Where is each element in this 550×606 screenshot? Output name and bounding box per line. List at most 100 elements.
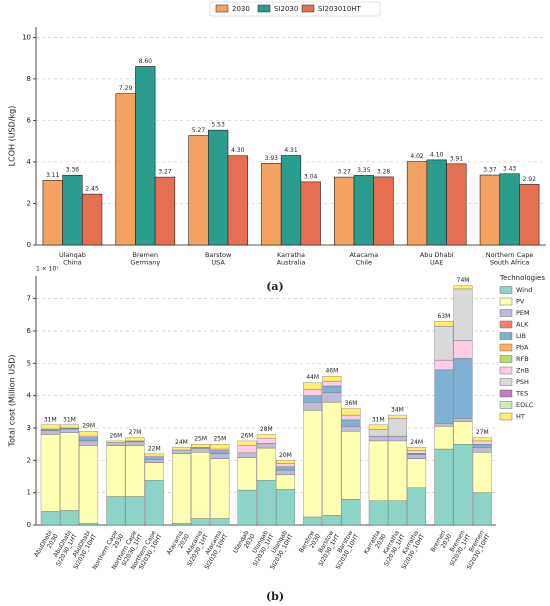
value-label: 3.27	[158, 169, 172, 176]
total-label: 24M	[410, 439, 423, 446]
bar	[334, 176, 355, 246]
y-tick-label: 8	[27, 75, 31, 83]
legend-frame	[209, 1, 381, 17]
bar-segment	[237, 445, 257, 454]
legend-label: SI2030	[274, 5, 298, 13]
legend-label: Wind	[516, 286, 532, 294]
bar-segment	[125, 437, 145, 442]
bar-segment	[388, 435, 407, 442]
total-label: 31M	[44, 416, 57, 423]
value-label: 3.36	[66, 167, 80, 174]
bar-segment	[341, 426, 361, 432]
legend-swatch	[499, 389, 513, 398]
value-label: 4.31	[284, 147, 298, 154]
bar-segment	[237, 440, 257, 446]
bar	[280, 155, 302, 246]
bar	[406, 161, 428, 246]
bar-segment	[388, 500, 407, 526]
total-label: 44M	[306, 374, 319, 381]
bar-segment	[172, 449, 191, 455]
legend-swatch	[499, 343, 513, 352]
y-tick-label: 0	[27, 521, 31, 529]
y-tick-label: 7	[27, 295, 31, 303]
legend-label: RFB	[516, 355, 529, 363]
bar	[426, 159, 447, 246]
total-label: 29M	[82, 423, 95, 430]
total-label: 25M	[213, 436, 226, 443]
bar-segment	[453, 288, 473, 341]
x-tick-label: Abu Dhabi UAE	[420, 251, 454, 266]
bar-segment	[407, 447, 427, 451]
value-label: 3.28	[377, 168, 391, 175]
bar-segment	[60, 432, 79, 511]
x-tick-label: Barstow USA	[205, 251, 232, 266]
bar-segment	[276, 466, 295, 471]
bar-segment	[472, 492, 492, 526]
legend-label: TES	[515, 390, 528, 398]
legend-label: ZnB	[516, 367, 529, 375]
bar	[135, 66, 156, 246]
y-tick-label: 4	[27, 392, 32, 400]
bar-segment	[256, 434, 276, 439]
y-tick-label: 0	[27, 241, 31, 249]
bar-segment	[40, 511, 60, 526]
bar-segment	[434, 325, 454, 361]
bar	[353, 175, 374, 246]
bar-segment	[322, 401, 342, 516]
total-label: 36M	[345, 400, 358, 407]
value-label: 8.60	[139, 58, 153, 65]
legend-label: HT	[516, 413, 525, 421]
bar-segment	[341, 431, 361, 500]
total-label: 27M	[476, 429, 489, 436]
value-label: 3.04	[304, 173, 318, 180]
bar-segment	[472, 444, 492, 448]
bar-segment	[79, 445, 99, 524]
legend-swatch	[499, 401, 513, 409]
bar-segment	[453, 285, 473, 290]
bar-segment	[144, 480, 164, 526]
caption: (b)	[266, 590, 284, 603]
legend-label: EDLC	[516, 401, 534, 409]
legend-swatch	[499, 297, 513, 306]
bar-segment	[237, 452, 257, 458]
bar-segment	[407, 453, 427, 455]
x-tick-label: Ulanqab2030	[232, 529, 257, 558]
bar-segment	[388, 418, 407, 437]
bar-segment	[172, 453, 191, 524]
total-label: 25M	[194, 436, 207, 443]
bar-segment	[368, 435, 388, 442]
bar-segment	[256, 480, 276, 526]
value-label: 7.29	[119, 85, 133, 92]
x-tick-label: Northern Cape South Africa	[486, 251, 534, 266]
bar-segment	[79, 431, 99, 437]
legend-label: PSH	[516, 378, 529, 386]
y-tick-label: 6	[27, 116, 32, 124]
legend-swatch	[499, 320, 513, 329]
bar-segment	[144, 462, 164, 481]
y-tick-label: 3	[27, 424, 31, 432]
y-tick-label: 1	[27, 489, 31, 497]
bar	[499, 173, 520, 246]
value-label: 2.45	[85, 186, 99, 193]
y-tick-label: 10	[22, 33, 31, 41]
bar-segment	[237, 489, 257, 526]
bar-segment	[472, 447, 492, 453]
bar-segment	[472, 440, 492, 445]
bar-segment	[210, 453, 230, 459]
legend-swatch	[499, 286, 513, 294]
y-tick-label: 2	[27, 456, 31, 464]
bar-segment	[256, 443, 276, 449]
y-axis-label: Total cost (Million USD)	[8, 354, 17, 447]
bar-segment	[407, 454, 427, 459]
bar-segment	[40, 434, 60, 512]
bar-segment	[276, 489, 295, 526]
bar-segment	[191, 444, 211, 448]
bar-segment	[322, 385, 342, 393]
bar-segment	[60, 510, 79, 526]
total-label: 20M	[279, 452, 292, 459]
bar-segment	[79, 523, 99, 526]
legend-swatch	[215, 4, 229, 13]
bar-segment	[453, 418, 473, 422]
bar	[154, 176, 176, 246]
